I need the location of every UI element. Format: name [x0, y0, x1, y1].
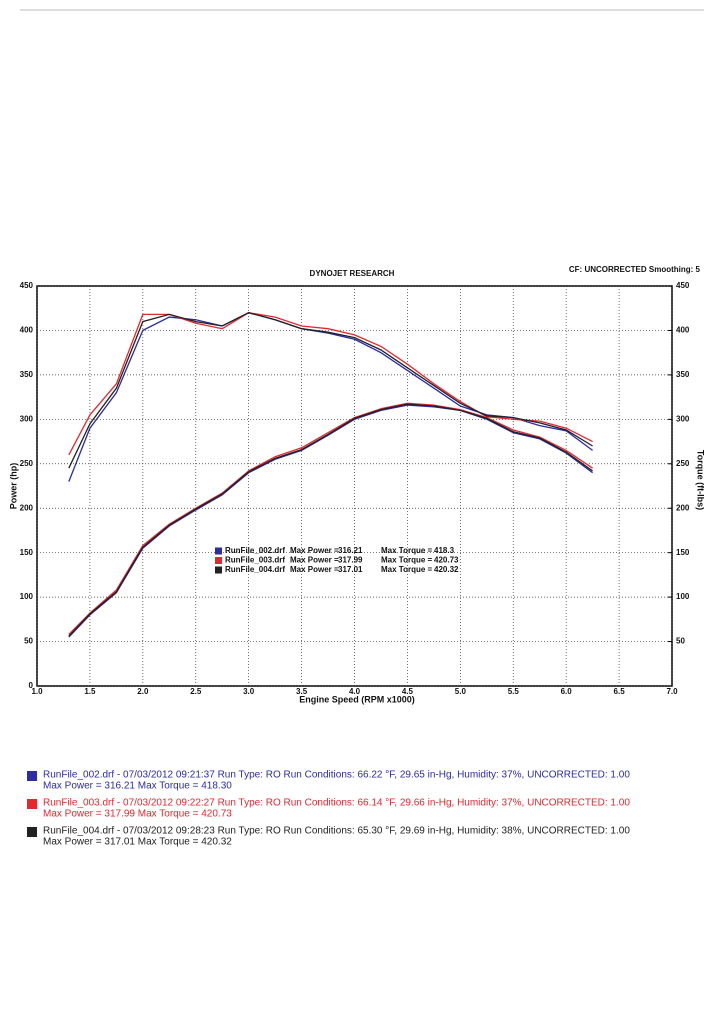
x-axis-label: Engine Speed (RPM x1000)	[299, 694, 415, 704]
torque-line	[68, 312, 593, 469]
y2-axis-label: Torque (ft-lbs)	[696, 450, 706, 510]
x-tick-label: 7.0	[666, 687, 678, 696]
x-tick-label: 4.0	[349, 687, 361, 696]
run-info-line: Max Power = 317.01 Max Torque = 420.32	[43, 837, 232, 848]
run-info-line: Max Power = 316.21 Max Torque = 418.30	[43, 781, 232, 792]
y-axis-label: Power (hp)	[8, 463, 18, 510]
legend-name: RunFile_003.drf	[225, 556, 285, 565]
legend-label: Max Power =	[290, 546, 339, 555]
legend-value: 420.73	[434, 556, 459, 565]
x-tick-label: 6.5	[614, 687, 626, 696]
x-tick-label: 4.5	[402, 687, 414, 696]
x-tick-label: 5.0	[455, 687, 467, 696]
torque-line	[68, 312, 593, 482]
legend-name: RunFile_004.drf	[225, 565, 285, 574]
chart-subtitle: CF: UNCORRECTED Smoothing: 5	[569, 265, 701, 274]
run-info-line: RunFile_002.drf - 07/03/2012 09:21:37 Ru…	[43, 770, 630, 781]
y-tick-label: 0	[29, 681, 34, 690]
y-tick-label: 100	[20, 592, 34, 601]
legend-label: Max Torque =	[381, 546, 433, 555]
x-tick-label: 3.0	[243, 687, 255, 696]
x-tick-label: 3.5	[296, 687, 308, 696]
run-info-line: Max Power = 317.99 Max Torque = 420.73	[43, 809, 232, 820]
y2-tick-label: 400	[676, 326, 690, 335]
x-tick-label: 6.0	[561, 687, 573, 696]
y2-tick-label: 450	[676, 281, 690, 290]
legend-swatch	[215, 547, 222, 555]
power-line	[68, 402, 593, 635]
y2-tick-label: 200	[676, 503, 690, 512]
y-tick-label: 400	[20, 326, 34, 335]
legend-label: Max Torque =	[381, 556, 433, 565]
power-line	[68, 403, 593, 637]
run-swatch	[27, 799, 37, 809]
y2-tick-label: 350	[676, 370, 690, 379]
x-tick-label: 2.5	[190, 687, 202, 696]
y2-tick-label: 50	[676, 637, 685, 646]
legend-label: Max Power =	[290, 556, 339, 565]
y-tick-label: 50	[24, 637, 33, 646]
legend-value: 420.32	[434, 565, 459, 574]
run-info-line: RunFile_004.drf - 07/03/2012 09:28:23 Ru…	[43, 826, 630, 837]
chart-title: DYNOJET RESEARCH	[310, 269, 395, 278]
y-tick-label: 250	[20, 459, 34, 468]
run-swatch	[27, 827, 37, 837]
legend-label: Max Torque =	[381, 565, 433, 574]
y-tick-label: 300	[20, 414, 34, 423]
x-tick-label: 5.5	[508, 687, 520, 696]
power-line	[68, 404, 593, 638]
legend-name: RunFile_002.drf	[225, 546, 285, 555]
legend-label: Max Power =	[290, 565, 339, 574]
legend-value: 317.99	[338, 556, 363, 565]
y2-tick-label: 100	[676, 592, 690, 601]
legend-value: 418.3	[434, 546, 455, 555]
legend-swatch	[215, 566, 222, 574]
y2-tick-label: 300	[676, 414, 690, 423]
legend-value: 316.21	[338, 546, 363, 555]
x-tick-label: 1.5	[84, 687, 96, 696]
y-tick-label: 200	[20, 503, 34, 512]
y-tick-label: 150	[20, 548, 34, 557]
legend-value: 317.01	[338, 565, 363, 574]
run-info-line: RunFile_003.drf - 07/03/2012 09:22:27 Ru…	[43, 798, 630, 809]
run-swatch	[27, 771, 37, 781]
y-tick-label: 450	[20, 281, 34, 290]
torque-line	[68, 312, 593, 456]
legend-swatch	[215, 557, 222, 564]
y2-tick-label: 250	[676, 459, 690, 468]
y-tick-label: 350	[20, 370, 34, 379]
x-tick-label: 1.0	[31, 687, 43, 696]
y2-tick-label: 150	[676, 548, 690, 557]
x-tick-label: 2.0	[137, 687, 149, 696]
